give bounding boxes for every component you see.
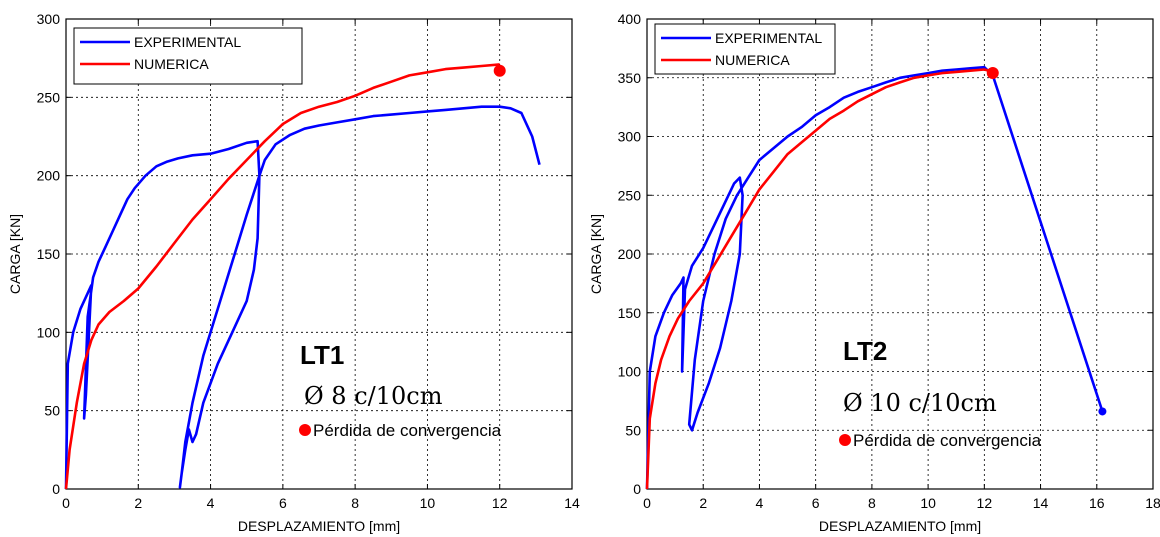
x-tick-label: 4 <box>756 495 764 511</box>
series-line-numerica <box>64 63 500 490</box>
y-tick-label: 350 <box>618 70 642 86</box>
y-tick-label: 150 <box>37 246 61 262</box>
note-marker-dot <box>299 424 311 436</box>
axes-frame <box>65 18 573 490</box>
x-tick-label: 8 <box>351 495 359 511</box>
x-axis-label: DESPLAZAMIENTO [mm] <box>819 518 981 534</box>
y-tick-label: 300 <box>37 11 61 27</box>
series-line-numerica <box>645 68 994 490</box>
x-tick-label: 0 <box>643 495 651 511</box>
y-tick-label: 300 <box>618 129 642 145</box>
x-tick-label: 10 <box>920 495 936 511</box>
convergence-note: Pérdida de convergencia <box>853 431 1042 450</box>
y-tick-label: 200 <box>37 168 61 184</box>
y-tick-label: 50 <box>44 403 60 419</box>
series-line-experimental <box>64 105 541 490</box>
x-tick-label: 2 <box>134 495 142 511</box>
y-tick-label: 100 <box>37 324 61 340</box>
specimen-label: LT1 <box>300 340 344 370</box>
legend-box <box>73 27 303 85</box>
y-tick-label: 50 <box>625 422 641 438</box>
y-tick-label: 250 <box>37 89 61 105</box>
convergence-marker <box>493 64 506 77</box>
x-tick-label: 4 <box>207 495 215 511</box>
y-tick-label: 250 <box>618 187 642 203</box>
y-tick-label: 0 <box>633 481 641 497</box>
y-tick-label: 150 <box>618 305 642 321</box>
y-axis-label: CARGA [KN] <box>588 214 604 294</box>
legend-box <box>654 23 836 75</box>
x-tick-label: 0 <box>62 495 70 511</box>
x-tick-label: 6 <box>812 495 820 511</box>
reinforcement-formula: Ø 8 c/10cm <box>304 382 443 410</box>
x-tick-label: 18 <box>1145 495 1160 511</box>
y-tick-label: 100 <box>618 364 642 380</box>
convergence-note: Pérdida de convergencia <box>313 421 502 440</box>
x-tick-label: 14 <box>1033 495 1049 511</box>
lt2-chart: 0 2 4 6 8 10 12 14 16 18 0 50 100 150 200 250 300 350 400 D… <box>588 11 1160 534</box>
x-tick-label: 8 <box>868 495 876 511</box>
legend-entry: EXPERIMENTAL <box>134 34 241 50</box>
y-axis-label: CARGA [KN] <box>7 214 23 294</box>
y-tick-label: 0 <box>52 481 60 497</box>
lt1-chart: 0 2 4 6 8 10 12 14 0 50 100 150 200 250 300 DESPLAZAMIE… <box>7 11 580 534</box>
specimen-label: LT2 <box>843 336 887 366</box>
x-axis-label: DESPLAZAMIENTO [mm] <box>238 518 400 534</box>
series-end-point <box>1098 407 1107 416</box>
y-tick-label: 200 <box>618 246 642 262</box>
legend-entry: EXPERIMENTAL <box>715 30 822 46</box>
convergence-marker <box>986 67 999 80</box>
x-tick-label: 12 <box>977 495 993 511</box>
x-tick-label: 6 <box>279 495 287 511</box>
x-tick-label: 10 <box>420 495 436 511</box>
legend-entry: NUMERICA <box>715 52 790 68</box>
note-marker-dot <box>839 434 851 446</box>
x-tick-label: 16 <box>1089 495 1105 511</box>
x-tick-label: 14 <box>564 495 580 511</box>
axes-frame <box>646 18 1154 490</box>
legend-entry: NUMERICA <box>134 56 209 72</box>
reinforcement-formula: Ø 10 c/10cm <box>843 389 997 417</box>
x-tick-label: 12 <box>492 495 508 511</box>
series-line-experimental <box>645 65 1104 490</box>
y-tick-label: 400 <box>618 11 642 27</box>
x-tick-label: 2 <box>699 495 707 511</box>
